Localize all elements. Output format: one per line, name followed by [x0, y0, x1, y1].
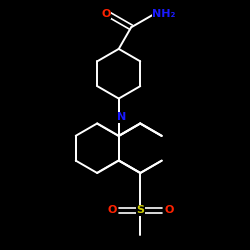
Text: O: O	[101, 9, 110, 19]
Text: O: O	[107, 205, 117, 215]
Text: O: O	[164, 205, 173, 215]
Text: S: S	[136, 205, 144, 215]
Text: NH₂: NH₂	[152, 9, 176, 19]
Text: N: N	[116, 112, 126, 122]
